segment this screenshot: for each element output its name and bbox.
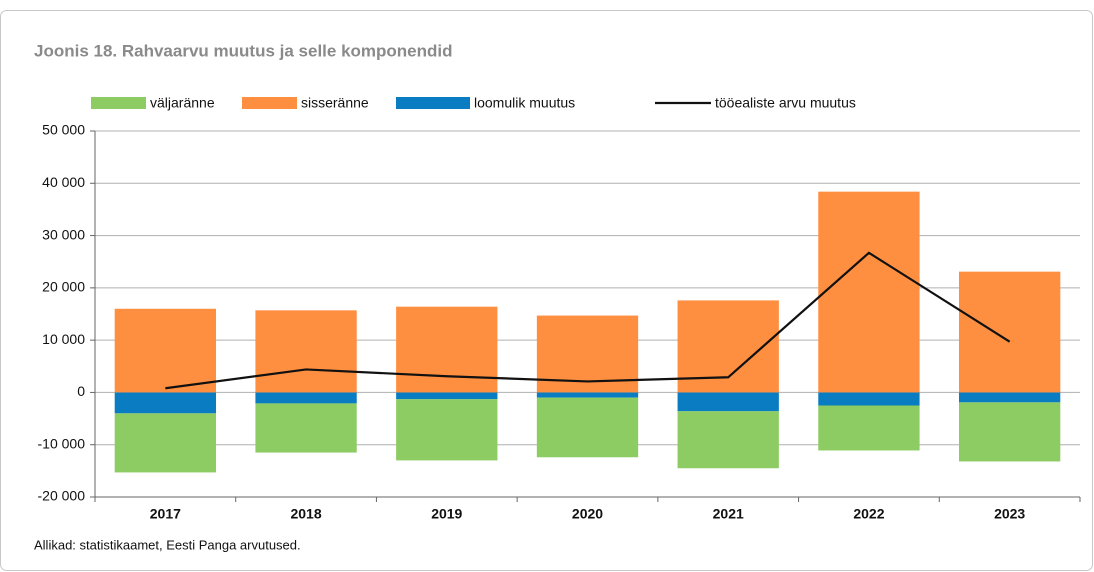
legend-label: sisseränne — [301, 95, 369, 111]
bar — [536, 392, 639, 398]
bar — [396, 392, 498, 400]
bar — [396, 306, 498, 393]
x-tick-label: 2018 — [290, 506, 321, 522]
chart-title: Joonis 18. Rahvaarvu muutus ja selle kom… — [34, 41, 453, 60]
x-tick-label: 2019 — [431, 506, 462, 522]
bar — [255, 310, 357, 393]
y-tick-label: -20 000 — [38, 488, 86, 504]
bar — [114, 392, 217, 414]
x-tick-label: 2022 — [853, 506, 884, 522]
bar — [255, 403, 357, 453]
y-tick-label: 30 000 — [42, 226, 85, 242]
line — [165, 251, 1011, 390]
bar — [114, 308, 217, 393]
bar — [536, 397, 639, 458]
bar — [255, 392, 357, 404]
legend-swatch — [242, 97, 297, 109]
bar — [958, 402, 1061, 462]
legend-label: tööealiste arvu muutus — [715, 95, 856, 111]
legend-swatch — [91, 97, 146, 109]
bar — [818, 405, 920, 451]
legend-label: väljaränne — [150, 95, 215, 111]
bar — [114, 413, 217, 473]
bar — [677, 411, 779, 469]
legend-label: loomulik muutus — [474, 95, 575, 111]
legend-swatch — [396, 97, 470, 109]
y-tick-label: 20 000 — [42, 279, 85, 295]
bar — [958, 271, 1061, 393]
bar — [818, 191, 920, 393]
x-tick-label: 2017 — [150, 506, 181, 522]
x-tick-label: 2023 — [994, 506, 1025, 522]
bar — [818, 392, 920, 406]
y-tick-label: 0 — [77, 383, 85, 399]
bar — [677, 392, 779, 412]
y-tick-label: -10 000 — [38, 435, 86, 451]
bar — [396, 399, 498, 461]
frame — [0, 10, 1093, 571]
y-tick-label: 50 000 — [42, 122, 85, 138]
y-tick-label: 40 000 — [42, 174, 85, 190]
x-tick-label: 2021 — [713, 506, 744, 522]
x-tick-label: 2020 — [572, 506, 603, 522]
source: Allikad: statistikaamet, Eesti Panga arv… — [34, 537, 301, 552]
y-tick-label: 10 000 — [42, 331, 85, 347]
bar — [958, 392, 1061, 403]
